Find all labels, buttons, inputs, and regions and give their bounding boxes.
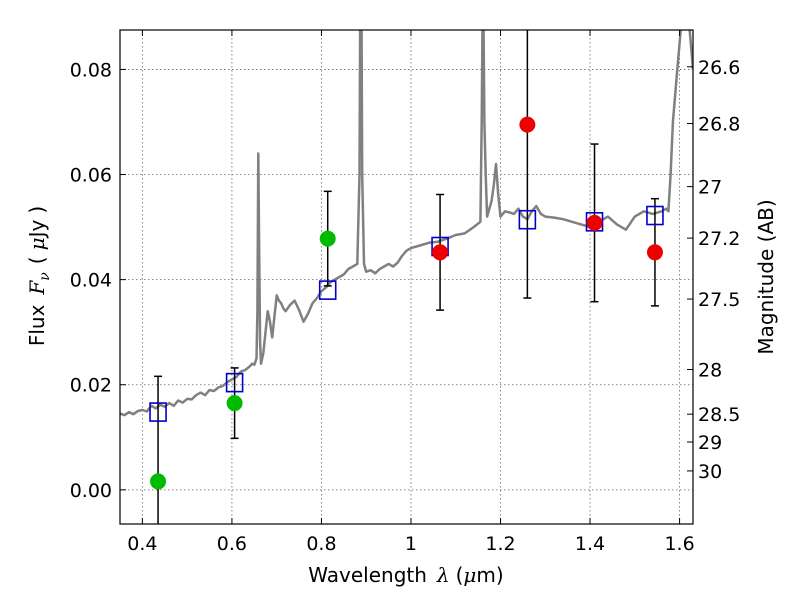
- y-tick-label: 0.00: [70, 480, 112, 502]
- mag-tick-label: 27.2: [698, 228, 740, 250]
- plot-frame: [119, 29, 694, 525]
- mag-tick-label: 29: [698, 432, 722, 454]
- mag-tick-label: 30: [698, 461, 722, 483]
- ir-data-point: [586, 214, 603, 231]
- axis-ticks: [120, 30, 693, 524]
- mag-tick-label: 26.6: [698, 57, 740, 79]
- grid-lines: [120, 30, 693, 524]
- errorbar-layer: [154, 30, 659, 524]
- x-tick-label: 0.8: [306, 533, 336, 555]
- y-tick-label: 0.06: [70, 165, 112, 187]
- model-band-square: [149, 402, 167, 422]
- y-axis-label: FluxFν(μJy): [25, 206, 53, 346]
- model-band-square: [646, 205, 664, 226]
- y2-axis-label: Magnitude (AB): [754, 199, 778, 354]
- points-layer: [149, 116, 664, 490]
- y-tick-label: 0.04: [70, 270, 112, 292]
- optical-data-point: [150, 473, 167, 490]
- x-tick-label: 1.4: [575, 533, 605, 555]
- model-spectrum-line: [120, 30, 693, 417]
- x-axis-label: Wavelength λ (μm): [308, 563, 503, 587]
- model-band-square: [318, 280, 337, 300]
- y-tick-label: 0.08: [70, 59, 112, 81]
- model-band-square: [518, 209, 537, 230]
- mag-tick-label: 27.5: [698, 289, 740, 311]
- spectrum-layer: [120, 30, 693, 417]
- x-tick-label: 1.2: [485, 533, 515, 555]
- optical-data-point: [319, 230, 336, 247]
- x-tick-label: 1.6: [664, 533, 694, 555]
- ir-data-point: [432, 244, 449, 261]
- mag-tick-label: 26.8: [698, 114, 740, 136]
- mag-tick-label: 28: [698, 359, 722, 381]
- x-tick-label: 0.4: [127, 533, 157, 555]
- x-tick-label: 0.6: [217, 533, 247, 555]
- ir-data-point: [519, 116, 536, 133]
- optical-data-point: [226, 395, 243, 412]
- x-tick-label: 1: [405, 533, 417, 555]
- tick-labels: 0.4 0.6 0.8 1 1.2 1.4 1.6 0.00 0.02 0.04 0.06 0.08 2…: [70, 57, 741, 555]
- mag-tick-label: 28.5: [698, 404, 740, 426]
- y-tick-label: 0.02: [70, 375, 112, 397]
- model-band-square: [225, 372, 244, 393]
- mag-tick-label: 27: [698, 177, 722, 199]
- ir-data-point: [646, 244, 663, 261]
